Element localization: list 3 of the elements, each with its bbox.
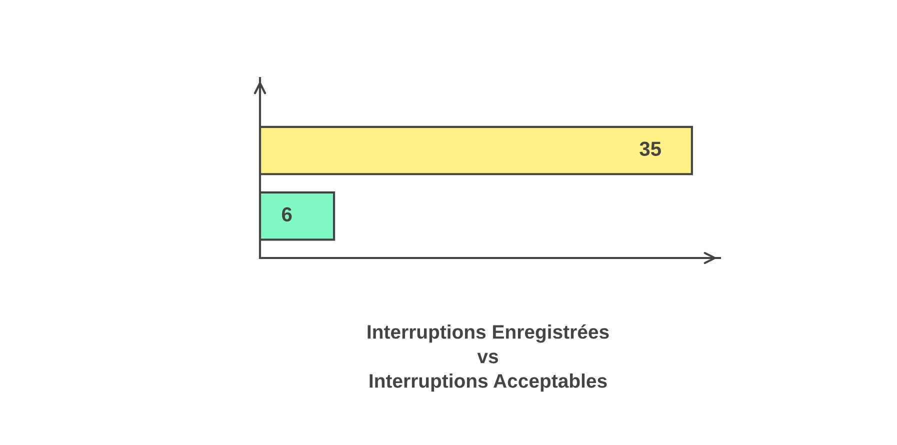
text: Interruptions Enregistrées vs Interruptions Acceptables xyxy=(368,324,609,392)
data-label: 35 xyxy=(640,142,661,156)
data-label: 6 xyxy=(282,207,292,222)
